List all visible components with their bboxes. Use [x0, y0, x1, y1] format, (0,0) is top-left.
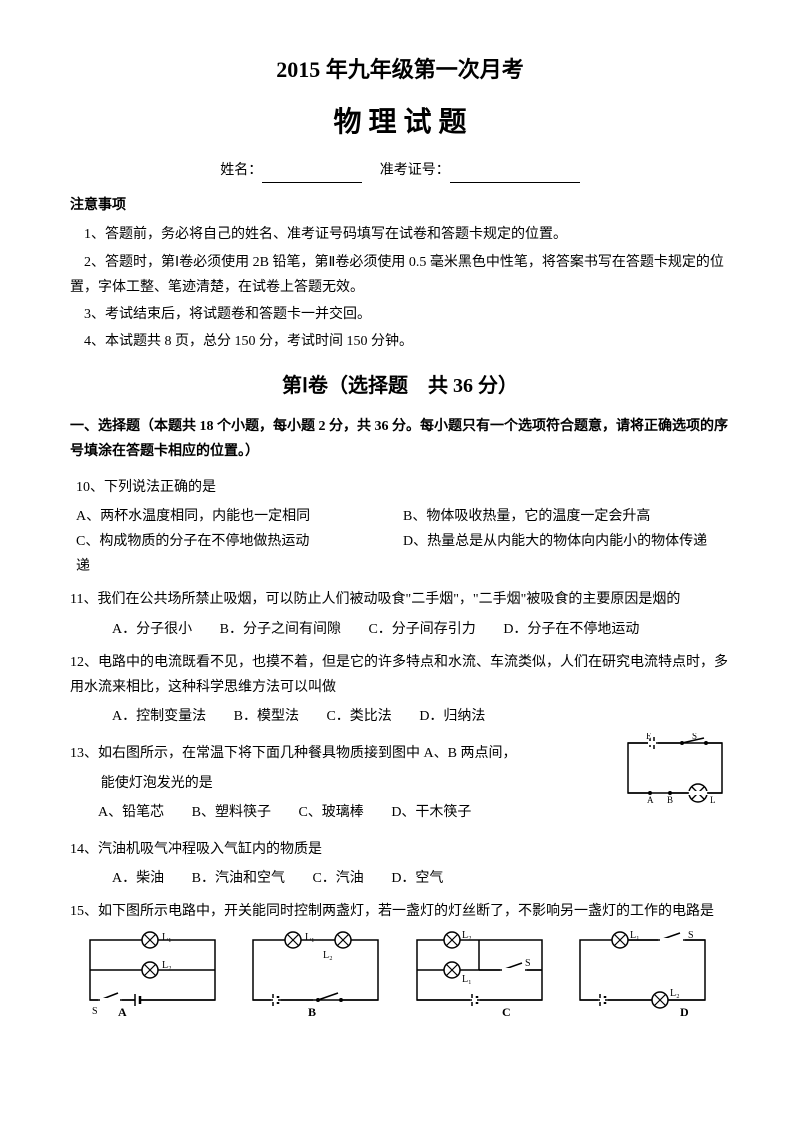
q11-optA: A．分子很小 — [112, 617, 192, 642]
q13-optD: D、干木筷子 — [391, 800, 471, 825]
q12-optC: C．类比法 — [326, 704, 391, 729]
notice-item: 3、考试结束后，将试题卷和答题卡一并交回。 — [70, 302, 730, 327]
notice-item: 1、答题前，务必将自己的姓名、准考证号码填写在试卷和答题卡规定的位置。 — [70, 222, 730, 247]
svg-text:B: B — [308, 1005, 316, 1019]
svg-text:L₁: L₁ — [305, 932, 315, 943]
svg-text:S: S — [692, 733, 697, 741]
examno-blank[interactable] — [450, 167, 580, 183]
svg-text:S: S — [525, 958, 531, 969]
circuit-C: L₂ L₁ S C — [407, 930, 557, 1020]
q14-stem: 14、汽油机吸气冲程吸入气缸内的物质是 — [70, 837, 730, 862]
svg-text:L: L — [710, 795, 716, 803]
svg-text:B: B — [667, 795, 673, 803]
q10-optB: B、物体吸收热量，它的温度一定会升高 — [403, 504, 730, 529]
circuit-D: L₁ S L₂ D — [570, 930, 720, 1020]
q11-stem: 11、我们在公共场所禁止吸烟，可以防止人们被动吸食"二手烟"，"二手烟"被吸食的… — [70, 587, 730, 612]
q14-options: A．柴油 B．汽油和空气 C．汽油 D．空气 — [70, 866, 730, 891]
q14-optD: D．空气 — [391, 866, 443, 891]
name-label: 姓名： — [220, 163, 262, 178]
q12-optB: B．模型法 — [234, 704, 299, 729]
name-fields: 姓名： 准考证号： — [70, 158, 730, 183]
notice-item: 4、本试题共 8 页，总分 150 分，考试时间 150 分钟。 — [70, 329, 730, 354]
q15-stem: 15、如下图所示电路中，开关能同时控制两盏灯，若一盏灯的灯丝断了，不影响另一盏灯… — [70, 899, 730, 924]
q12-options: A．控制变量法 B．模型法 C．类比法 D．归纳法 — [70, 704, 730, 729]
q13-optA: A、铅笔芯 — [98, 800, 164, 825]
svg-text:C: C — [502, 1005, 511, 1019]
q14-optC: C．汽油 — [312, 866, 363, 891]
q11-optD: D．分子在不停地运动 — [503, 617, 639, 642]
q13-optB: B、塑料筷子 — [192, 800, 271, 825]
q10-optD-cont: 递 — [76, 554, 730, 579]
q10-optC: C、构成物质的分子在不停地做热运动 — [76, 529, 403, 554]
circuit-A: L₁ L₂ S A — [80, 930, 230, 1020]
name-blank[interactable] — [262, 167, 362, 183]
svg-text:D: D — [680, 1005, 689, 1019]
q10-stem: 10、下列说法正确的是 — [76, 475, 730, 500]
q14-optB: B．汽油和空气 — [192, 866, 285, 891]
q13-circuit-diagram: E S A B L — [620, 733, 730, 803]
svg-text:L₁: L₁ — [162, 932, 172, 943]
q14-optA: A．柴油 — [112, 866, 164, 891]
q12-optD: D．归纳法 — [419, 704, 485, 729]
exam-title-line2: 物 理 试 题 — [70, 98, 730, 148]
svg-text:L₁: L₁ — [462, 974, 472, 985]
svg-text:E: E — [646, 733, 652, 741]
q10-optA: A、两杯水温度相同，内能也一定相同 — [76, 504, 403, 529]
q10-optD: D、热量总是从内能大的物体向内能小的物体传递 — [403, 529, 730, 554]
examno-label: 准考证号： — [380, 163, 450, 178]
part1-title: 第Ⅰ卷（选择题 共 36 分） — [70, 368, 730, 404]
q11-options: A．分子很小 B．分子之间有间隙 C．分子间存引力 D．分子在不停地运动 — [70, 617, 730, 642]
svg-text:L₂: L₂ — [323, 950, 333, 961]
svg-text:L₂: L₂ — [162, 960, 172, 971]
q11-optC: C．分子间存引力 — [368, 617, 475, 642]
svg-text:A: A — [118, 1005, 127, 1019]
q12-optA: A．控制变量法 — [112, 704, 206, 729]
svg-text:A: A — [647, 795, 654, 803]
exam-title-line1: 2015 年九年级第一次月考 — [70, 50, 730, 90]
svg-text:S: S — [688, 930, 694, 941]
svg-text:L₂: L₂ — [462, 930, 472, 941]
q11-optB: B．分子之间有间隙 — [220, 617, 341, 642]
notice-item: 2、答题时，第Ⅰ卷必须使用 2B 铅笔，第Ⅱ卷必须使用 0.5 毫米黑色中性笔，… — [70, 250, 730, 300]
q13-options: A、铅笔芯 B、塑料筷子 C、玻璃棒 D、干木筷子 — [70, 800, 612, 825]
q13-stem2: 能使灯泡发光的是 — [70, 771, 612, 796]
notice-heading: 注意事项 — [70, 193, 730, 218]
svg-text:S: S — [92, 1006, 98, 1017]
section1-header: 一、选择题（本题共 18 个小题，每小题 2 分，共 36 分。每小题只有一个选… — [70, 414, 730, 464]
q15-circuits: L₁ L₂ S A — [70, 930, 730, 1020]
circuit-B: L₁ L₂ B — [243, 930, 393, 1020]
q13-stem1: 13、如右图所示，在常温下将下面几种餐具物质接到图中 A、B 两点间， — [70, 741, 612, 766]
q13-optC: C、玻璃棒 — [298, 800, 363, 825]
svg-text:L₂: L₂ — [670, 988, 680, 999]
q12-stem: 12、电路中的电流既看不见，也摸不着，但是它的许多特点和水流、车流类似，人们在研… — [70, 650, 730, 700]
